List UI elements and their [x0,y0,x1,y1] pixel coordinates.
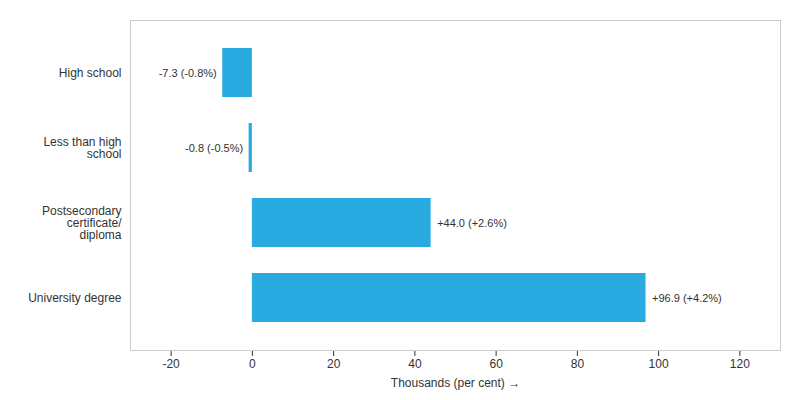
svg-text:0: 0 [249,357,256,371]
svg-text:+96.9 (+4.2%): +96.9 (+4.2%) [652,292,722,304]
svg-text:100: 100 [649,357,669,371]
svg-text:Postsecondarycertificate/diplo: Postsecondarycertificate/diploma [42,204,122,242]
svg-text:60: 60 [489,357,503,371]
svg-text:+44.0 (+2.6%): +44.0 (+2.6%) [437,217,507,229]
svg-text:-7.3 (-0.8%): -7.3 (-0.8%) [159,67,217,79]
svg-text:High school: High school [59,66,122,80]
svg-text:20: 20 [327,357,341,371]
svg-text:120: 120 [730,357,750,371]
svg-text:Thousands (per cent) →: Thousands (per cent) → [391,376,520,390]
svg-text:Less than highschool: Less than highschool [43,135,121,161]
svg-text:80: 80 [571,357,585,371]
svg-text:40: 40 [408,357,422,371]
svg-text:-20: -20 [162,357,180,371]
svg-text:-0.8 (-0.5%): -0.8 (-0.5%) [185,142,243,154]
svg-text:University degree: University degree [28,291,122,305]
